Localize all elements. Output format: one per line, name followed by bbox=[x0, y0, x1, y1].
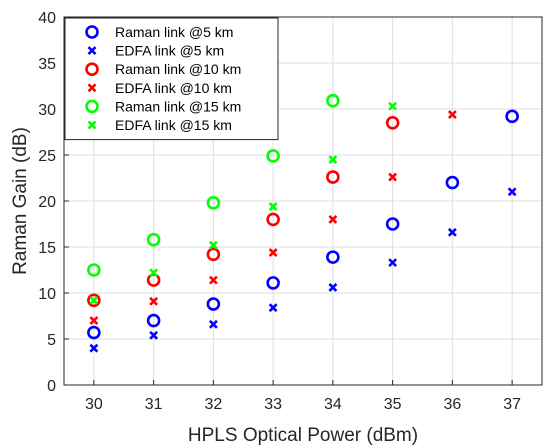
circle-point-s0 bbox=[385, 217, 400, 231]
data-marks bbox=[87, 93, 519, 353]
x-tick-label: 34 bbox=[324, 396, 342, 413]
y-axis-label: Raman Gain (dB) bbox=[10, 127, 31, 275]
legend-entry-label: EDFA link @5 km bbox=[115, 43, 224, 59]
y-tick-label: 30 bbox=[38, 102, 56, 119]
legend-entry-label: Raman link @10 km bbox=[115, 61, 241, 77]
legend-entry-label: EDFA link @15 km bbox=[115, 117, 232, 133]
cross-point-s5 bbox=[89, 295, 99, 305]
circle-point-s2 bbox=[266, 212, 280, 227]
x-tick-label: 36 bbox=[443, 396, 461, 413]
legend-marker bbox=[87, 46, 97, 56]
y-tick-label: 15 bbox=[38, 240, 56, 257]
x-tick-label: 31 bbox=[145, 396, 163, 413]
legend-entry-label: Raman link @5 km bbox=[115, 24, 233, 40]
cross-point-s3 bbox=[268, 248, 278, 257]
x-tick-label: 33 bbox=[264, 396, 282, 413]
cross-point-s1 bbox=[208, 319, 218, 329]
cross-point-s3 bbox=[89, 316, 99, 326]
circle-point-s2 bbox=[87, 293, 101, 308]
cross-point-s5 bbox=[208, 240, 218, 250]
cross-point-s5 bbox=[149, 268, 159, 278]
cross-point-s3 bbox=[208, 275, 218, 285]
cross-point-s5 bbox=[268, 202, 278, 211]
x-tick-label: 37 bbox=[503, 396, 521, 413]
circle-point-s0 bbox=[146, 313, 161, 328]
cross-point-s1 bbox=[388, 258, 398, 268]
y-tick-label: 25 bbox=[38, 148, 56, 165]
cross-point-s5 bbox=[328, 155, 338, 165]
circle-point-s0 bbox=[326, 250, 340, 264]
x-tick-label: 30 bbox=[85, 396, 103, 413]
plot-frame bbox=[63, 16, 543, 386]
x-tick-label: 32 bbox=[204, 396, 222, 413]
circle-point-s4 bbox=[146, 232, 161, 247]
circle-point-s4 bbox=[87, 263, 101, 277]
legend-box bbox=[64, 17, 279, 141]
circle-point-s4 bbox=[206, 196, 221, 210]
cross-point-s3 bbox=[447, 110, 457, 119]
legend-marker bbox=[87, 83, 97, 93]
y-tick-label: 5 bbox=[47, 332, 56, 349]
cross-point-s3 bbox=[388, 172, 398, 182]
cross-point-s1 bbox=[149, 330, 159, 340]
cross-point-s3 bbox=[149, 296, 159, 306]
cross-point-s1 bbox=[328, 283, 338, 292]
cross-point-s3 bbox=[328, 214, 338, 224]
cross-point-s1 bbox=[507, 187, 517, 197]
y-tick-label: 0 bbox=[47, 378, 56, 395]
legend-marker bbox=[85, 62, 99, 76]
y-tick-label: 40 bbox=[38, 10, 56, 27]
circle-point-s0 bbox=[87, 325, 101, 340]
y-tick-label: 10 bbox=[38, 286, 56, 303]
legend-marker bbox=[85, 99, 99, 114]
legend: Raman link @5 km EDFA link @5 km Raman lin… bbox=[64, 17, 279, 141]
y-tick-label: 20 bbox=[38, 194, 56, 211]
cross-point-s1 bbox=[89, 343, 99, 353]
cross-point-s1 bbox=[268, 303, 278, 313]
circle-point-s0 bbox=[206, 297, 221, 311]
legend-marker bbox=[85, 25, 99, 39]
circle-point-s2 bbox=[326, 170, 340, 184]
cross-point-s5 bbox=[388, 101, 398, 111]
circle-point-s0 bbox=[445, 175, 460, 190]
legend-entry-label: EDFA link @10 km bbox=[115, 80, 232, 96]
circle-point-s4 bbox=[266, 149, 280, 163]
x-tick-label: 35 bbox=[384, 396, 402, 413]
legend-entry-label: Raman link @15 km bbox=[115, 98, 241, 114]
circle-point-s4 bbox=[326, 93, 340, 108]
circle-point-s2 bbox=[146, 273, 161, 287]
cross-point-s1 bbox=[447, 227, 457, 237]
circle-point-s0 bbox=[266, 276, 280, 290]
legend-marker bbox=[87, 120, 97, 130]
y-tick-label: 35 bbox=[38, 56, 56, 73]
circle-point-s2 bbox=[206, 247, 221, 262]
x-axis-label: HPLS Optical Power (dBm) bbox=[188, 425, 418, 446]
circle-point-s0 bbox=[505, 109, 519, 124]
circle-point-s2 bbox=[385, 116, 400, 130]
tick-labels: 30 31 32 33 34 35 36 37 0 5 10 15 20 25 30 35 40 bbox=[38, 10, 521, 413]
